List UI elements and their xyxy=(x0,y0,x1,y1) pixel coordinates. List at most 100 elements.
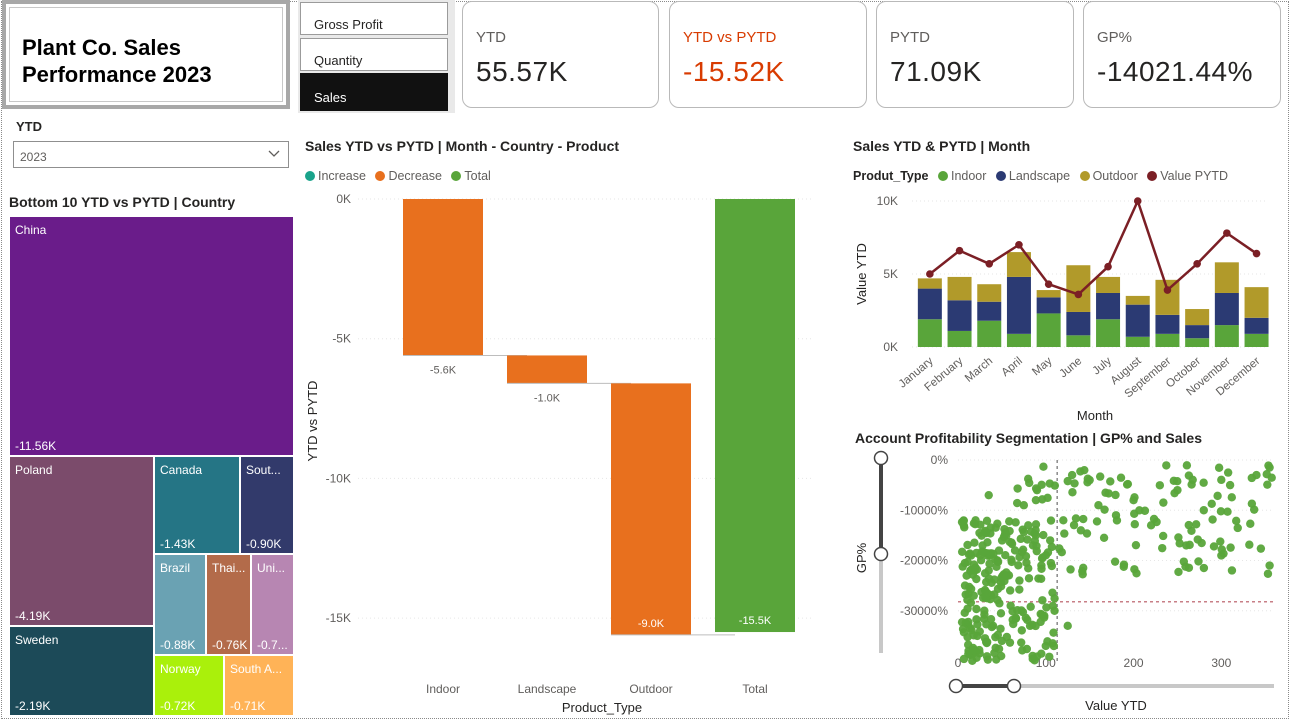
y-tick-label: 0K xyxy=(336,192,351,206)
scatter-point xyxy=(1207,499,1216,509)
combo-title: Sales YTD & PYTD | Month xyxy=(853,138,1031,154)
waterfall-title: Sales YTD vs PYTD | Month - Country - Pr… xyxy=(305,138,620,154)
year-filter-dropdown[interactable]: 2023 xyxy=(13,141,289,168)
scatter-point xyxy=(1015,552,1024,562)
scatter-point xyxy=(1023,474,1033,484)
scatter-point xyxy=(1013,606,1022,615)
x-tick-label: Indoor xyxy=(426,682,460,696)
measure-option-sales[interactable]: Sales xyxy=(300,73,448,111)
stacked-bar-segment xyxy=(917,278,942,289)
scatter-point xyxy=(982,516,992,526)
scatter-point xyxy=(972,615,981,624)
scatter-point xyxy=(980,569,990,578)
measure-option-quantity[interactable]: Quantity xyxy=(300,38,448,71)
legend-item-increase[interactable]: Increase xyxy=(305,169,366,183)
scatter-point xyxy=(1049,628,1058,637)
scatter-point xyxy=(1031,531,1041,540)
legend-item-landscape[interactable]: Landscape xyxy=(995,169,1070,183)
legend-item-indoor[interactable]: Indoor xyxy=(937,169,986,183)
scatter-point xyxy=(1155,481,1165,490)
treemap-cell[interactable]: China -11.56K xyxy=(9,216,294,456)
treemap-cell[interactable]: Sout... -0.90K xyxy=(240,456,294,554)
scatter-point xyxy=(1185,540,1194,550)
scatter-point xyxy=(1199,506,1208,515)
scatter-point xyxy=(996,651,1006,661)
scatter-point xyxy=(1226,543,1235,552)
scatter-point xyxy=(1048,601,1058,611)
x-axis-title: Product_Type xyxy=(562,700,642,715)
scatter-point xyxy=(1055,544,1064,553)
stacked-bar-segment xyxy=(1066,311,1091,336)
stacked-bar-segment xyxy=(1214,292,1239,326)
treemap-cell-label: Brazil xyxy=(160,561,191,575)
stacked-bar-segment xyxy=(947,276,972,301)
x-tick-label: 0 xyxy=(955,656,962,670)
scatter-point xyxy=(1014,561,1023,570)
waterfall-data-label: -5.6K xyxy=(430,364,457,376)
stacked-bar-segment xyxy=(1036,313,1061,347)
waterfall-bar xyxy=(611,383,691,635)
scatter-point xyxy=(1046,516,1056,525)
scatter-point xyxy=(1023,535,1032,544)
y-axis-title: GP% xyxy=(854,542,869,573)
kpi-card-ytd-vs-pytd: YTD vs PYTD -15.52K xyxy=(669,1,867,108)
treemap-cell[interactable]: Canada -1.43K xyxy=(154,456,240,554)
treemap-cell-label: South A... xyxy=(230,662,283,676)
waterfall-bar xyxy=(715,199,795,633)
scatter-point xyxy=(1247,473,1257,483)
pytd-point xyxy=(1223,229,1231,237)
combo-legend-title: Produt_Type xyxy=(853,169,929,183)
scatter-point xyxy=(1013,484,1022,493)
scatter-point xyxy=(1110,557,1120,566)
pytd-point xyxy=(1074,290,1083,299)
treemap-cell-value: -0.90K xyxy=(246,537,282,551)
y-range-slider-handle[interactable] xyxy=(873,546,889,562)
x-range-slider-handle[interactable] xyxy=(1006,678,1022,694)
legend-item-outdoor[interactable]: Outdoor xyxy=(1079,169,1138,183)
scatter-point xyxy=(1116,473,1126,482)
treemap-cell[interactable]: South A... -0.71K xyxy=(224,655,294,716)
pytd-point xyxy=(1163,286,1172,294)
treemap-cell[interactable]: Poland -4.19K xyxy=(9,456,154,626)
scatter-point xyxy=(1232,516,1241,526)
x-tick-label: 300 xyxy=(1211,656,1231,670)
y-tick-label: -15K xyxy=(326,611,351,625)
chevron-down-icon xyxy=(267,147,281,164)
stacked-bar-segment xyxy=(947,300,972,331)
scatter-point xyxy=(1037,564,1046,573)
scatter-point xyxy=(984,490,993,500)
scatter-point xyxy=(1263,569,1273,578)
x-range-slider-handle[interactable] xyxy=(948,678,964,694)
stacked-bar-segment xyxy=(977,284,1002,302)
scatter-point xyxy=(1049,641,1059,651)
measure-option-gross-profit[interactable]: Gross Profit xyxy=(300,2,448,35)
kpi-value: -14021.44% xyxy=(1097,56,1254,87)
stacked-bar-segment xyxy=(1096,319,1121,347)
treemap-cell[interactable]: Brazil -0.88K xyxy=(154,554,206,655)
scatter-point xyxy=(1000,524,1009,534)
treemap-cell-value: -0.7... xyxy=(257,638,288,652)
treemap-cell[interactable]: Norway -0.72K xyxy=(154,655,224,716)
stacked-bar-segment xyxy=(1155,279,1180,315)
scatter-point xyxy=(1059,516,1068,525)
y-tick-label: 10K xyxy=(877,194,898,208)
scatter-point xyxy=(1223,507,1232,516)
scatter-point xyxy=(982,637,992,647)
legend-item-value-pytd[interactable]: Value PYTD xyxy=(1147,169,1228,183)
scatter-point xyxy=(999,532,1009,542)
scatter-point xyxy=(1080,465,1089,475)
scatter-point xyxy=(1068,488,1077,497)
y-range-slider-handle[interactable] xyxy=(873,450,889,466)
legend-item-total[interactable]: Total xyxy=(451,169,491,183)
legend-item-decrease[interactable]: Decrease xyxy=(375,169,442,183)
scatter-point xyxy=(1045,652,1054,661)
scatter-point xyxy=(1199,478,1208,487)
scatter-point xyxy=(1078,570,1087,579)
treemap-cell[interactable]: Uni... -0.7... xyxy=(251,554,294,655)
treemap-cell[interactable]: Sweden -2.19K xyxy=(9,626,154,716)
scatter-point xyxy=(1175,539,1184,548)
treemap-cell[interactable]: Thai... -0.76K xyxy=(206,554,251,655)
scatter-point xyxy=(968,656,977,666)
kpi-label: PYTD xyxy=(890,29,931,46)
scatter-point xyxy=(1246,519,1255,528)
